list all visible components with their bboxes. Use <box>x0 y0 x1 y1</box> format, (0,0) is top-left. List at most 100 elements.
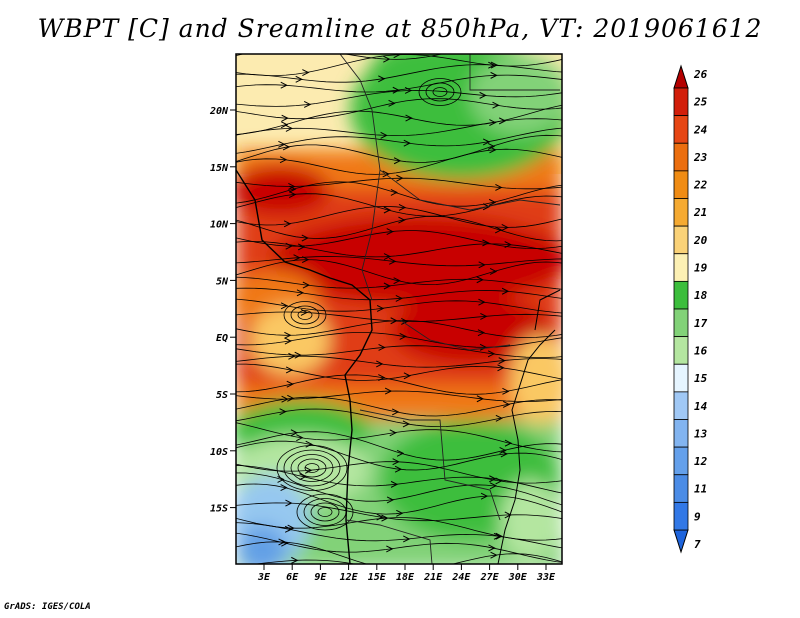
colorbar-label: 17 <box>694 317 708 330</box>
vortex-ring <box>276 445 348 491</box>
streamline-arrow <box>280 121 289 129</box>
streamline <box>236 298 562 314</box>
streamline-arrow <box>490 551 498 559</box>
streamline <box>236 134 562 163</box>
streamline-arrow <box>479 343 488 351</box>
streamline-arrow <box>488 198 497 206</box>
streamline-arrow <box>383 282 392 290</box>
streamline-arrow <box>380 131 388 139</box>
streamline-arrow <box>378 75 386 83</box>
streamline-arrow <box>389 429 397 437</box>
streamline-arrow <box>502 401 511 408</box>
colorbar-label: 23 <box>693 151 708 164</box>
lon-tick-label: 3E <box>257 572 271 583</box>
streamline-arrow <box>386 545 394 553</box>
streamline-arrow <box>297 243 306 251</box>
streamline <box>236 118 562 137</box>
streamline-arrow <box>498 357 506 365</box>
streamline-arrow <box>384 387 393 395</box>
streamline-arrow <box>305 440 313 448</box>
colorbar-swatch <box>673 336 689 365</box>
streamline-arrow <box>499 447 507 454</box>
streamline <box>236 230 562 250</box>
streamline <box>236 483 562 515</box>
streamline <box>236 502 562 522</box>
streamline-arrow <box>378 374 386 382</box>
streamline-arrow <box>288 182 296 190</box>
streamline-arrow <box>487 350 496 358</box>
vortex-ring <box>283 449 341 487</box>
coastline <box>236 169 561 564</box>
streamline-arrow <box>386 568 392 574</box>
streamline-arrow <box>504 439 513 447</box>
colorbar-label: 12 <box>694 455 708 468</box>
streamline-arrow <box>285 124 294 132</box>
streamline-arrow <box>391 408 400 416</box>
streamline <box>236 54 444 60</box>
streamline-arrow <box>302 69 310 76</box>
streamline-arrow <box>383 206 392 214</box>
colorbar-swatch <box>673 253 689 282</box>
colorbar-label: 9 <box>694 510 701 523</box>
streamline <box>236 461 562 484</box>
lon-tick-label: 30E <box>508 572 528 583</box>
streamline-arrow <box>279 45 285 51</box>
streamline-arrow <box>279 408 287 416</box>
vortex-ring <box>283 301 327 329</box>
streamline <box>236 276 562 290</box>
colorbar-label: 7 <box>694 538 701 551</box>
streamline-arrow <box>495 532 503 540</box>
streamline <box>236 440 562 471</box>
streamline-arrow <box>403 372 412 380</box>
streamline-arrow <box>288 191 297 198</box>
colorbar-label: 20 <box>693 234 708 247</box>
streamline-arrow <box>390 480 399 488</box>
streamline-arrow <box>296 434 304 442</box>
streamline-arrow <box>480 492 489 500</box>
streamline-arrow <box>490 61 499 69</box>
colorbar: 26 25 24 23 22 21 20 19 18 17 16 15 14 13 12 11 9 7 <box>673 64 708 554</box>
colorbar-swatch <box>673 142 689 172</box>
streamline <box>236 559 357 564</box>
lat-tick-label: EQ <box>216 333 228 344</box>
vortex-ring <box>425 82 455 102</box>
streamline-arrow <box>501 223 509 231</box>
streamline-arrow <box>478 298 486 306</box>
streamline-arrow <box>501 287 510 295</box>
streamline-arrow <box>392 458 400 466</box>
streamline-arrow <box>283 220 292 228</box>
streamline-arrow <box>287 394 295 402</box>
streamline-arrow <box>392 86 400 94</box>
lat-tick-label: 5S <box>216 390 228 401</box>
colorbar-swatch <box>673 474 689 503</box>
streamline <box>236 408 562 428</box>
streamline-arrow <box>284 331 292 339</box>
streamline-arrow <box>388 99 396 107</box>
streamline-arrow <box>376 360 384 368</box>
lat-tick-label: 10N <box>210 220 229 231</box>
streamline-arrow <box>476 395 485 403</box>
streamline <box>236 431 562 461</box>
streamline-arrow <box>404 87 413 94</box>
streamline-arrow <box>478 261 486 269</box>
colorbar-label: 22 <box>693 179 708 192</box>
streamline-arrow <box>284 337 293 345</box>
streamline-arrow <box>480 312 488 320</box>
streamline-arrow <box>482 138 491 146</box>
borders <box>339 54 561 564</box>
streamline-arrow <box>378 344 386 351</box>
lon-tick-label: 27E <box>480 572 500 583</box>
streamline-arrow <box>476 276 484 284</box>
longitude-axis: 3E 6E 9E 12E 15E 18E 21E 24E 27E 30E 33E <box>257 564 556 583</box>
colorbar-bottom-arrow <box>673 529 689 554</box>
streamline-arrow <box>479 91 487 99</box>
lon-tick-label: 15E <box>368 572 387 583</box>
colorbar-swatch <box>673 170 689 199</box>
map-frame <box>235 53 563 565</box>
streamline-arrow <box>277 475 285 483</box>
lon-tick-label: 12E <box>340 572 359 583</box>
streamline <box>236 193 562 217</box>
lat-tick-label: 15S <box>210 504 228 515</box>
streamline-arrow <box>290 429 299 437</box>
streamline-arrow <box>402 420 411 428</box>
